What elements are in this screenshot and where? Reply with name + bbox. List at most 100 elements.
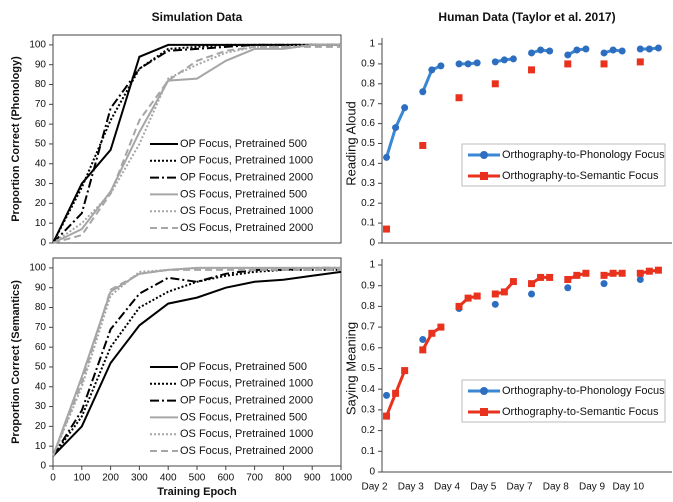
- legend-label: Orthography-to-Semantic Focus: [502, 406, 659, 418]
- chart: Simulation Data Proportion Correct (Phono…: [10, 10, 342, 249]
- y-tick-label: 0: [40, 461, 46, 472]
- chart: Proportion Correct (Semantics) Training E…: [10, 257, 353, 498]
- legend-box: [461, 379, 666, 423]
- y-tick-label: 0.7: [361, 322, 375, 333]
- x-tick-label: Day 7: [506, 482, 533, 493]
- y-tick-label: 0.8: [361, 78, 375, 89]
- data-point: [392, 389, 400, 397]
- legend-box: [461, 143, 666, 187]
- data-point: [464, 60, 472, 68]
- x-tick-label: Day 10: [612, 482, 644, 493]
- x-tick-label: Day 9: [579, 482, 606, 493]
- legend-label: OS Focus, Pretrained 500: [180, 411, 307, 423]
- legend-label: OP Focus, Pretrained 2000: [180, 172, 313, 184]
- y-tick-label: 0.3: [361, 178, 375, 189]
- y-tick-label: 10: [35, 441, 47, 452]
- data-point: [564, 275, 572, 283]
- legend-marker: [480, 387, 488, 395]
- y-tick-label: 0.8: [361, 301, 375, 312]
- y-tick-label: 0: [369, 238, 375, 249]
- data-point: [383, 412, 391, 420]
- data-point: [600, 280, 608, 288]
- series-line: [385, 46, 659, 158]
- data-point: [528, 66, 536, 74]
- y-axis-label: Saying Meaning: [343, 322, 358, 415]
- y-tick-label: 0: [40, 238, 46, 249]
- y-tick-label: 60: [35, 119, 47, 130]
- y-axis-label: Proportion Correct (Semantics): [10, 280, 22, 444]
- data-point: [600, 49, 608, 57]
- chart-title: Human Data (Taylor et al. 2017): [438, 10, 615, 24]
- data-point: [491, 80, 499, 88]
- data-point: [383, 391, 391, 399]
- data-point: [419, 88, 427, 96]
- y-tick-label: 80: [35, 79, 47, 90]
- y-tick-label: 70: [35, 322, 47, 333]
- data-point: [500, 56, 508, 64]
- data-point: [528, 290, 536, 298]
- y-tick-label: 90: [35, 59, 47, 70]
- legend-label: OP Focus, Pretrained 500: [180, 361, 307, 373]
- legend-label: OS Focus, Pretrained 1000: [180, 205, 313, 217]
- legend-marker: [480, 408, 488, 416]
- y-axis-label: Proportion Correct (Phonology): [10, 56, 22, 222]
- legend-label: OS Focus, Pretrained 1000: [180, 428, 313, 440]
- data-point: [654, 44, 662, 52]
- data-point: [546, 47, 554, 55]
- data-point: [564, 60, 572, 68]
- data-point: [491, 300, 499, 308]
- y-tick-label: 20: [35, 198, 47, 209]
- series-line: [52, 45, 341, 244]
- x-tick-label: 100: [73, 473, 90, 484]
- legend-label: Orthography-to-Phonology Focus: [502, 385, 665, 397]
- series-line: [52, 266, 341, 457]
- y-tick-label: 0.7: [361, 98, 375, 109]
- y-tick-label: 0.3: [361, 405, 375, 416]
- data-point: [437, 62, 445, 70]
- data-point: [600, 60, 608, 68]
- legend-label: OP Focus, Pretrained 1000: [180, 378, 313, 390]
- y-tick-label: 30: [35, 178, 47, 189]
- x-tick-label: 1000: [330, 473, 353, 484]
- data-point: [473, 292, 481, 300]
- data-point: [401, 104, 409, 112]
- y-tick-label: 40: [35, 381, 47, 392]
- data-point: [618, 47, 626, 55]
- data-point: [537, 273, 545, 281]
- y-tick-label: 0.1: [361, 218, 375, 229]
- data-point: [609, 46, 617, 54]
- data-point: [645, 45, 653, 53]
- legend-label: OS Focus, Pretrained 2000: [180, 222, 313, 234]
- data-point: [618, 269, 626, 277]
- data-point: [654, 266, 662, 274]
- data-point: [392, 124, 400, 132]
- data-point: [464, 294, 472, 302]
- legend-label: OP Focus, Pretrained 500: [180, 138, 307, 150]
- data-point: [546, 273, 554, 281]
- data-point: [455, 94, 463, 102]
- y-tick-label: 0.2: [361, 198, 375, 209]
- data-point: [582, 269, 590, 277]
- data-point: [582, 45, 590, 53]
- legend-label: OP Focus, Pretrained 1000: [180, 155, 313, 167]
- x-tick-label: 800: [275, 473, 292, 484]
- y-tick-label: 100: [29, 263, 46, 274]
- y-tick-label: 50: [35, 139, 47, 150]
- y-tick-label: 0: [369, 467, 375, 478]
- data-point: [528, 49, 536, 57]
- y-tick-label: 1: [369, 39, 375, 50]
- legend-label: OP Focus, Pretrained 2000: [180, 395, 313, 407]
- data-point: [573, 46, 581, 54]
- y-tick-label: 30: [35, 401, 47, 412]
- x-tick-label: Day 4: [434, 482, 461, 493]
- y-tick-label: 40: [35, 158, 47, 169]
- x-tick-label: 500: [189, 473, 206, 484]
- y-tick-label: 0.5: [361, 138, 375, 149]
- x-tick-label: 0: [50, 473, 56, 484]
- legend-label: OS Focus, Pretrained 2000: [180, 445, 313, 457]
- y-tick-label: 0.6: [361, 118, 375, 129]
- data-point: [419, 336, 427, 344]
- y-tick-label: 10: [35, 218, 47, 229]
- data-point: [383, 225, 391, 233]
